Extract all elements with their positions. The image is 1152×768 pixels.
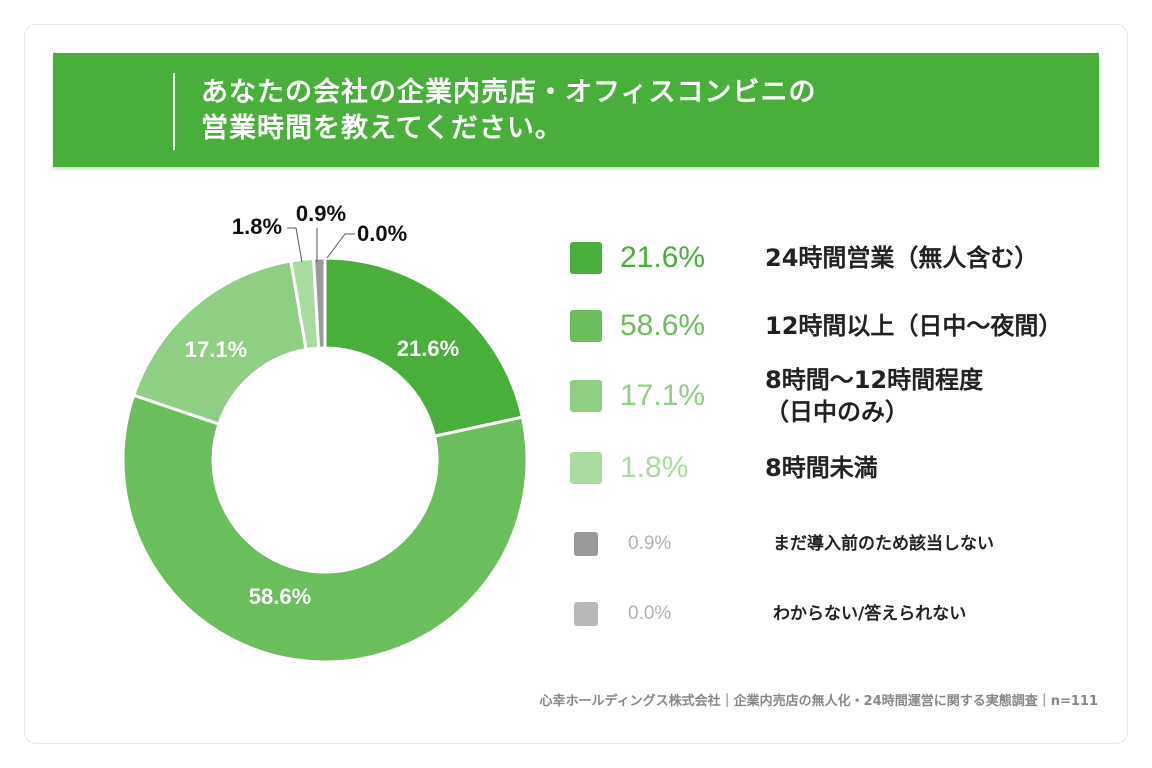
legend-swatch	[570, 452, 602, 484]
donut-slice-2	[121, 393, 529, 664]
legend-item-1: 21.6% 24時間営業（無人含む）	[570, 241, 1038, 275]
slice-value-label-5: 0.9%	[296, 201, 346, 226]
legend-item-2: 58.6% 12時間以上（日中〜夜間）	[570, 309, 1062, 343]
banner-accent-line	[173, 73, 175, 150]
legend-item-6: 0.0% わからない/答えられない	[570, 598, 966, 630]
title-line-1: あなたの会社の企業内売店・オフィスコンビニの	[201, 77, 817, 108]
legend-label-line: 8時間〜12時間程度	[765, 366, 984, 394]
donut-slice-3	[131, 259, 308, 426]
legend-label-line: まだ導入前のため該当しない	[773, 534, 994, 554]
legend-swatch	[570, 310, 602, 342]
title-line-2: 営業時間を教えてください。	[201, 113, 563, 144]
legend-swatch	[574, 602, 598, 626]
legend-percent: 17.1%	[620, 379, 706, 412]
legend-percent: 58.6%	[620, 309, 706, 342]
slice-value-label-6: 0.0%	[357, 221, 407, 246]
legend-percent: 0.9%	[628, 533, 672, 554]
legend-label: 8時間〜12時間程度 （日中のみ）	[765, 364, 983, 428]
legend-swatch	[574, 532, 598, 556]
legend-item-5: 0.9% まだ導入前のため該当しない	[570, 528, 994, 560]
legend-label: まだ導入前のため該当しない	[773, 528, 994, 560]
slice-value-label-1: 21.6%	[397, 336, 459, 361]
legend-swatch	[570, 242, 602, 274]
legend-label-line: 24時間営業（無人含む）	[765, 244, 1039, 272]
legend-label: わからない/答えられない	[773, 598, 966, 630]
leader-line-4	[287, 227, 303, 263]
chart-title: あなたの会社の企業内売店・オフィスコンビニの 営業時間を教えてください。	[201, 75, 816, 147]
leader-line-6	[326, 233, 355, 259]
slice-value-label-2: 58.6%	[249, 584, 311, 609]
legend-item-3: 17.1% 8時間〜12時間程度 （日中のみ）	[570, 364, 983, 428]
title-banner: あなたの会社の企業内売店・オフィスコンビニの 営業時間を教えてください。	[53, 53, 1099, 167]
legend-label: 12時間以上（日中〜夜間）	[765, 310, 1062, 342]
legend-label-line: わからない/答えられない	[773, 604, 967, 624]
legend-label-line: 8時間未満	[765, 454, 878, 482]
legend-label: 8時間未満	[765, 452, 878, 484]
slice-value-label-4: 1.8%	[232, 214, 282, 239]
legend-percent: 0.0%	[628, 603, 672, 624]
legend-label-line: （日中のみ）	[765, 398, 909, 426]
legend-label-line: 12時間以上（日中〜夜間）	[765, 312, 1063, 340]
legend-item-4: 1.8% 8時間未満	[570, 451, 878, 485]
legend-percent: 1.8%	[620, 451, 689, 484]
slice-value-label-3: 17.1%	[185, 337, 247, 362]
source-footer: 心幸ホールディングス株式会社｜企業内売店の無人化・24時間運営に関する実態調査｜…	[539, 694, 1098, 709]
legend-swatch	[570, 380, 602, 412]
donut-slice-1	[323, 256, 525, 439]
legend-label: 24時間営業（無人含む）	[765, 242, 1038, 274]
legend-percent: 21.6%	[620, 241, 706, 274]
